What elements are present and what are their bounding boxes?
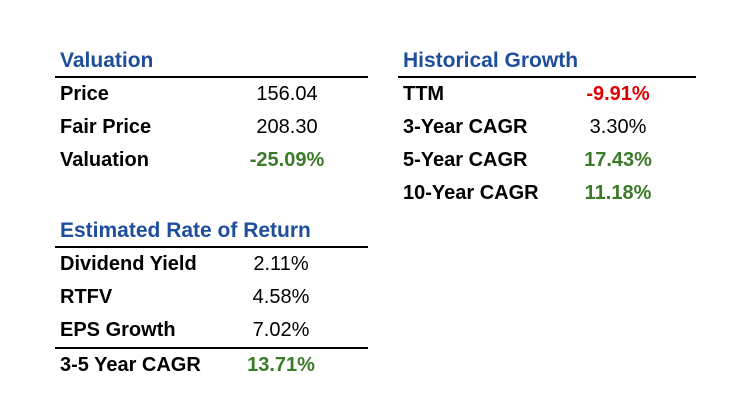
valuation-table: Valuation Price 156.04 Fair Price 208.30… [55, 49, 368, 177]
table-row: Valuation -25.09% [55, 144, 368, 177]
price-value: 156.04 [256, 83, 318, 105]
cagr-3-5-year-value: 13.71% [247, 354, 315, 376]
five-year-cagr-value: 17.43% [584, 149, 652, 171]
cagr-3-5-year-label: 3-5 Year CAGR [60, 354, 201, 376]
dividend-yield-label: Dividend Yield [60, 253, 197, 275]
table-row: RTFV 4.58% [55, 281, 368, 314]
table-row: Price 156.04 [55, 78, 368, 111]
fair-price-value: 208.30 [256, 116, 318, 138]
rtfv-label: RTFV [60, 286, 113, 308]
three-year-cagr-value: 3.30% [589, 116, 647, 138]
eps-growth-label: EPS Growth [60, 319, 176, 341]
historical-growth-table: Historical Growth TTM -9.91% 3-Year CAGR… [398, 49, 696, 210]
valuation-value: -25.09% [249, 149, 325, 171]
table-row: 5-Year CAGR 17.43% [398, 144, 696, 177]
five-year-cagr-label: 5-Year CAGR [403, 149, 528, 171]
eps-growth-value: 7.02% [252, 319, 310, 341]
table-row: Dividend Yield 2.11% [55, 248, 368, 281]
dividend-yield-value: 2.11% [253, 253, 309, 275]
fair-price-label: Fair Price [60, 116, 152, 138]
ttm-label: TTM [403, 83, 445, 105]
estimated-return-title: Estimated Rate of Return [55, 219, 368, 248]
total-row: 3-5 Year CAGR 13.71% [55, 347, 368, 382]
ten-year-cagr-value: 11.18% [584, 182, 652, 204]
ten-year-cagr-label: 10-Year CAGR [403, 182, 539, 204]
historical-growth-title: Historical Growth [398, 49, 696, 78]
estimated-rate-of-return-table: Estimated Rate of Return Dividend Yield … [55, 219, 368, 382]
table-row: Fair Price 208.30 [55, 111, 368, 144]
ttm-value: -9.91% [586, 83, 650, 105]
table-row: 10-Year CAGR 11.18% [398, 177, 696, 210]
valuation-label: Valuation [60, 149, 149, 171]
table-row: 3-Year CAGR 3.30% [398, 111, 696, 144]
rtfv-value: 4.58% [252, 286, 310, 308]
three-year-cagr-label: 3-Year CAGR [403, 116, 528, 138]
table-row: EPS Growth 7.02% [55, 314, 368, 347]
price-label: Price [60, 83, 109, 105]
valuation-title: Valuation [55, 49, 368, 78]
table-row: TTM -9.91% [398, 78, 696, 111]
